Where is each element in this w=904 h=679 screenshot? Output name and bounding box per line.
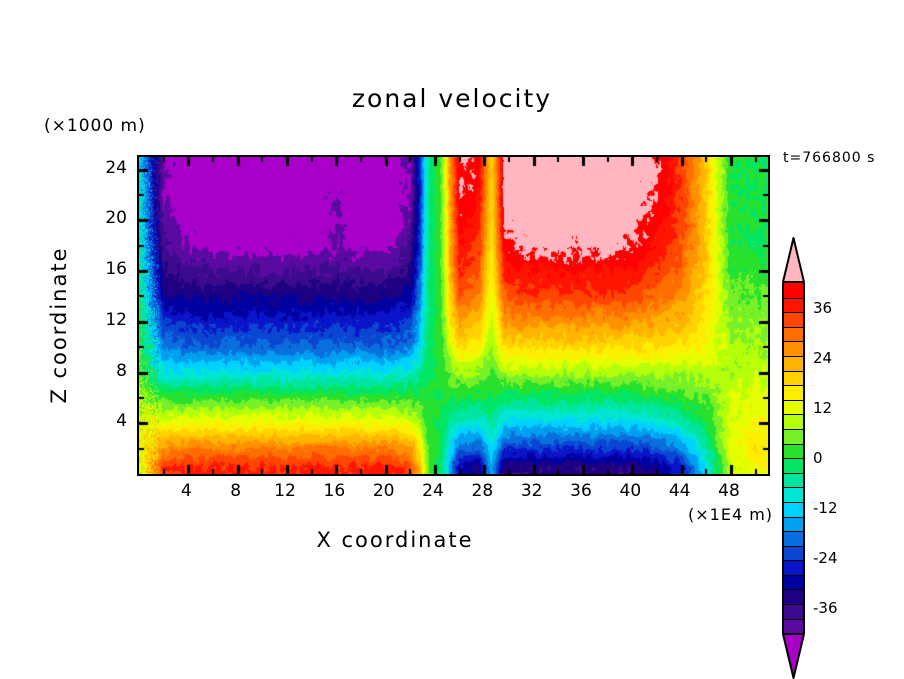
x-tick-label: 40 — [619, 481, 642, 501]
colorbar-cell — [782, 443, 805, 459]
y-tick-label: 16 — [105, 259, 127, 280]
colorbar-cell — [782, 574, 805, 590]
colorbar-tick-label: -24 — [813, 549, 838, 568]
x-axis-unit-label: (×1E4 m) — [688, 505, 774, 524]
colorbar-cell — [782, 545, 805, 561]
x-tick-label: 12 — [274, 481, 296, 501]
colorbar-tick-label: -36 — [813, 599, 838, 618]
x-tick-label: 48 — [718, 481, 740, 501]
time-annotation: t=766800 s — [783, 150, 876, 166]
x-tick-label: 28 — [471, 481, 494, 501]
x-tick-label: 4 — [180, 481, 192, 501]
colorbar-cell — [782, 326, 805, 342]
colorbar-cell — [782, 283, 805, 298]
y-axis-unit-label: (×1000 m) — [44, 116, 146, 136]
colorbar-tick-label: 24 — [813, 349, 833, 368]
x-tick-label: 20 — [372, 481, 395, 501]
colorbar-tick-label: -12 — [813, 499, 838, 518]
colorbar-underflow-cap — [782, 633, 805, 679]
colorbar-tick-label: 36 — [813, 299, 833, 318]
chart-title: zonal velocity — [351, 84, 553, 113]
colorbar-cell — [782, 414, 805, 429]
colorbar-cell — [782, 618, 805, 634]
figure-root: zonal velocity (×1000 m) (×1E4 m) X coor… — [44, 84, 876, 679]
colorbar-cell — [782, 501, 805, 517]
colorbar-cell — [782, 297, 805, 313]
colorbar-cell — [782, 560, 805, 575]
colorbar-cell — [782, 531, 805, 546]
y-tick-label: 8 — [116, 360, 127, 381]
colorbar-cell — [782, 589, 805, 605]
colorbar-tick-label: 0 — [813, 449, 823, 468]
y-tick-label: 24 — [105, 157, 127, 178]
colorbar-cell — [782, 428, 805, 444]
x-tick-label: 32 — [520, 481, 543, 501]
y-axis-title: Z coordinate — [47, 246, 71, 404]
x-tick-label: 16 — [323, 481, 346, 501]
colorbar-cell — [782, 604, 805, 619]
x-tick-label: 8 — [230, 481, 242, 501]
colorbar-overflow-cap — [782, 237, 805, 283]
contour-field — [139, 157, 768, 474]
colorbar-cell — [782, 385, 805, 400]
x-tick-label: 44 — [668, 481, 691, 501]
x-axis-title: X coordinate — [316, 528, 474, 552]
colorbar-cell — [782, 341, 805, 356]
y-tick-label: 12 — [105, 309, 127, 330]
colorbar-cell — [782, 312, 805, 327]
y-tick-label: 20 — [105, 208, 127, 229]
contour-plot-area — [137, 155, 770, 476]
colorbar — [782, 237, 805, 679]
y-tick-label: 4 — [116, 411, 127, 432]
colorbar-cell — [782, 458, 805, 473]
colorbar-cell — [782, 399, 805, 415]
colorbar-cell — [782, 472, 805, 488]
colorbar-tick-label: 12 — [813, 399, 833, 418]
x-tick-label: 36 — [570, 481, 592, 501]
colorbar-cell — [782, 355, 805, 371]
x-tick-label: 24 — [422, 481, 444, 501]
colorbar-cell — [782, 370, 805, 386]
colorbar-cell — [782, 487, 805, 502]
colorbar-cell — [782, 516, 805, 532]
